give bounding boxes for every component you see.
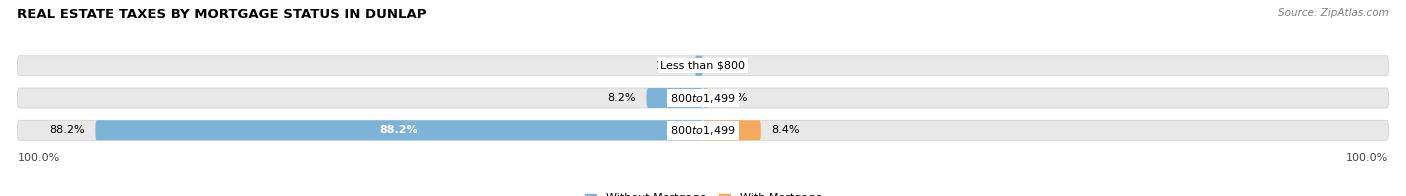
- FancyBboxPatch shape: [17, 88, 1389, 108]
- Text: 1.2%: 1.2%: [657, 61, 685, 71]
- Text: 100.0%: 100.0%: [17, 153, 59, 163]
- FancyBboxPatch shape: [695, 56, 703, 76]
- Text: 8.2%: 8.2%: [607, 93, 636, 103]
- Text: Less than $800: Less than $800: [661, 61, 745, 71]
- FancyBboxPatch shape: [647, 88, 703, 108]
- Text: 88.2%: 88.2%: [380, 125, 419, 135]
- FancyBboxPatch shape: [17, 56, 1389, 76]
- Text: 0.0%: 0.0%: [713, 61, 741, 71]
- Text: 88.2%: 88.2%: [49, 125, 84, 135]
- Text: 0.8%: 0.8%: [718, 93, 747, 103]
- Legend: Without Mortgage, With Mortgage: Without Mortgage, With Mortgage: [579, 188, 827, 196]
- Text: $800 to $1,499: $800 to $1,499: [671, 92, 735, 104]
- FancyBboxPatch shape: [96, 120, 703, 140]
- FancyBboxPatch shape: [17, 120, 1389, 140]
- Text: 100.0%: 100.0%: [1347, 153, 1389, 163]
- FancyBboxPatch shape: [703, 120, 761, 140]
- Text: REAL ESTATE TAXES BY MORTGAGE STATUS IN DUNLAP: REAL ESTATE TAXES BY MORTGAGE STATUS IN …: [17, 8, 426, 21]
- Text: $800 to $1,499: $800 to $1,499: [671, 124, 735, 137]
- Text: 8.4%: 8.4%: [772, 125, 800, 135]
- FancyBboxPatch shape: [703, 88, 709, 108]
- Text: Source: ZipAtlas.com: Source: ZipAtlas.com: [1278, 8, 1389, 18]
